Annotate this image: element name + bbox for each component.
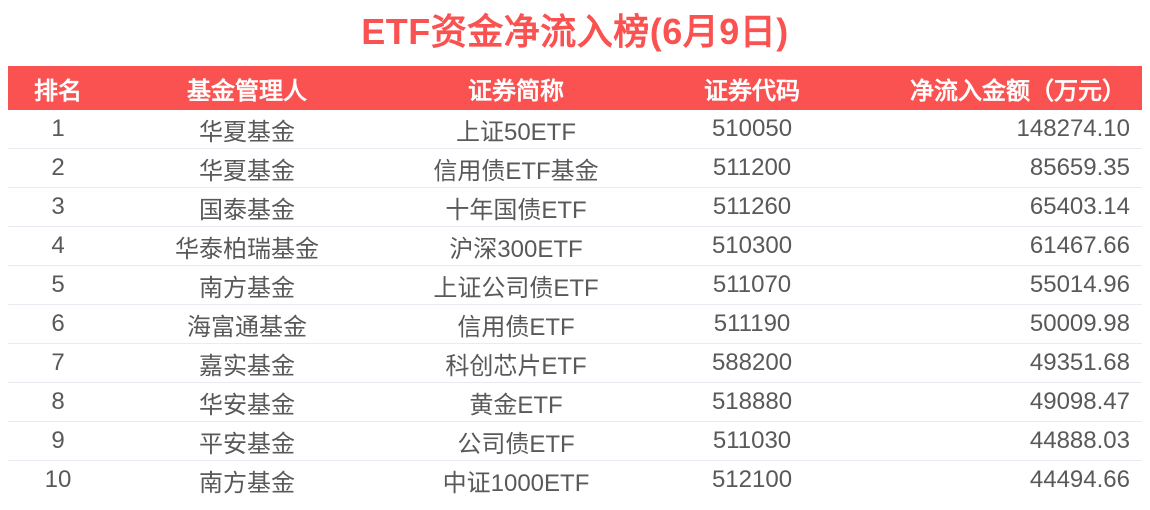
table-row: 9 平安基金 公司债ETF 511030 44888.03 bbox=[8, 421, 1142, 461]
cell-manager: 平安基金 bbox=[108, 421, 386, 461]
cell-amount: 49098.47 bbox=[858, 382, 1142, 422]
column-header-security-name: 证券简称 bbox=[386, 66, 646, 110]
table-row: 7 嘉实基金 科创芯片ETF 588200 49351.68 bbox=[8, 343, 1142, 383]
cell-rank: 5 bbox=[8, 265, 108, 305]
cell-security-name: 上证50ETF bbox=[455, 118, 577, 146]
cell-security-code: 510300 bbox=[646, 226, 858, 266]
table-row: 6 海富通基金 信用债ETF 511190 50009.98 bbox=[8, 304, 1142, 344]
column-header-fund-manager: 基金管理人 bbox=[108, 66, 386, 110]
header-row: 排名 基金管理人 证券简称 证券代码 净流入金额（万元） bbox=[8, 66, 1142, 110]
cell-rank: 7 bbox=[8, 343, 108, 383]
column-header-rank: 排名 bbox=[8, 66, 108, 110]
table-row: 2 华夏基金 信用债ETF基金 511200 85659.35 bbox=[8, 148, 1142, 188]
cell-security-code: 510050 bbox=[711, 115, 793, 142]
cell-security-code: 511200 bbox=[646, 148, 858, 188]
cell-amount: 55014.96 bbox=[858, 265, 1142, 305]
cell-amount: 61467.66 bbox=[858, 226, 1142, 266]
cell-security-code: 511190 bbox=[646, 304, 858, 344]
table-row: 3 国泰基金 十年国债ETF 511260 65403.14 bbox=[8, 187, 1142, 227]
table-row: 8 华安基金 黄金ETF 518880 49098.47 bbox=[8, 382, 1142, 422]
cell-manager: 南方基金 bbox=[108, 460, 386, 499]
cell-amount: 44888.03 bbox=[858, 421, 1142, 461]
cell-rank: 10 bbox=[8, 460, 108, 499]
cell-rank: 9 bbox=[8, 421, 108, 461]
cell-security-name: 中证1000ETF bbox=[386, 460, 646, 499]
cell-security-name: 公司债ETF bbox=[386, 421, 646, 461]
cell-manager: 华夏基金 bbox=[108, 148, 386, 188]
table-row: 10 南方基金 中证1000ETF 512100 44494.66 bbox=[8, 460, 1142, 499]
etf-inflow-table: 排名 基金管理人 证券简称 证券代码 净流入金额（万元） 1 华夏基金 上证50ET… bbox=[8, 66, 1142, 499]
cell-rank: 2 bbox=[8, 148, 108, 188]
cell-rank: 8 bbox=[8, 382, 108, 422]
table-row: 1 华夏基金 上证50ETF 510050 148274.10 bbox=[8, 110, 1142, 149]
cell-manager: 国泰基金 bbox=[108, 187, 386, 227]
cell-security-code: 511260 bbox=[646, 187, 858, 227]
cell-security-name: 上证公司债ETF bbox=[386, 265, 646, 305]
cell-amount: 148274.10 bbox=[1016, 115, 1130, 142]
cell-security-code: 511030 bbox=[646, 421, 858, 461]
cell-security-code: 518880 bbox=[646, 382, 858, 422]
cell-manager: 南方基金 bbox=[108, 265, 386, 305]
table-body: 1 华夏基金 上证50ETF 510050 148274.10 2 华夏基金 信用债ETF基金… bbox=[8, 110, 1142, 499]
cell-amount: 85659.35 bbox=[858, 148, 1142, 188]
cell-security-code: 512100 bbox=[646, 460, 858, 499]
cell-security-name: 科创芯片ETF bbox=[386, 343, 646, 383]
cell-manager: 华泰柏瑞基金 bbox=[108, 226, 386, 266]
cell-security-name: 沪深300ETF bbox=[386, 226, 646, 266]
cell-security-name: 信用债ETF基金 bbox=[386, 148, 646, 188]
column-header-security-code: 证券代码 bbox=[646, 66, 858, 110]
cell-amount: 44494.66 bbox=[858, 460, 1142, 499]
table-row: 5 南方基金 上证公司债ETF 511070 55014.96 bbox=[8, 265, 1142, 305]
cell-rank: 6 bbox=[8, 304, 108, 344]
cell-manager: 华安基金 bbox=[108, 382, 386, 422]
cell-rank: 1 bbox=[51, 115, 65, 142]
table-row: 4 华泰柏瑞基金 沪深300ETF 510300 61467.66 bbox=[8, 226, 1142, 266]
cell-amount: 49351.68 bbox=[858, 343, 1142, 383]
cell-amount: 65403.14 bbox=[858, 187, 1142, 227]
column-header-net-inflow-amount: 净流入金额（万元） bbox=[858, 66, 1142, 110]
cell-security-name: 十年国债ETF bbox=[386, 187, 646, 227]
cell-security-code: 588200 bbox=[646, 343, 858, 383]
page-title: ETF资金净流入榜(6月9日) bbox=[361, 11, 789, 52]
cell-manager: 嘉实基金 bbox=[108, 343, 386, 383]
cell-manager: 海富通基金 bbox=[108, 304, 386, 344]
cell-rank: 4 bbox=[8, 226, 108, 266]
cell-security-name: 信用债ETF bbox=[386, 304, 646, 344]
cell-rank: 3 bbox=[8, 187, 108, 227]
cell-manager: 华夏基金 bbox=[199, 118, 295, 146]
cell-security-code: 511070 bbox=[646, 265, 858, 305]
cell-security-name: 黄金ETF bbox=[386, 382, 646, 422]
cell-amount: 50009.98 bbox=[858, 304, 1142, 344]
table-header: 排名 基金管理人 证券简称 证券代码 净流入金额（万元） bbox=[8, 66, 1142, 110]
